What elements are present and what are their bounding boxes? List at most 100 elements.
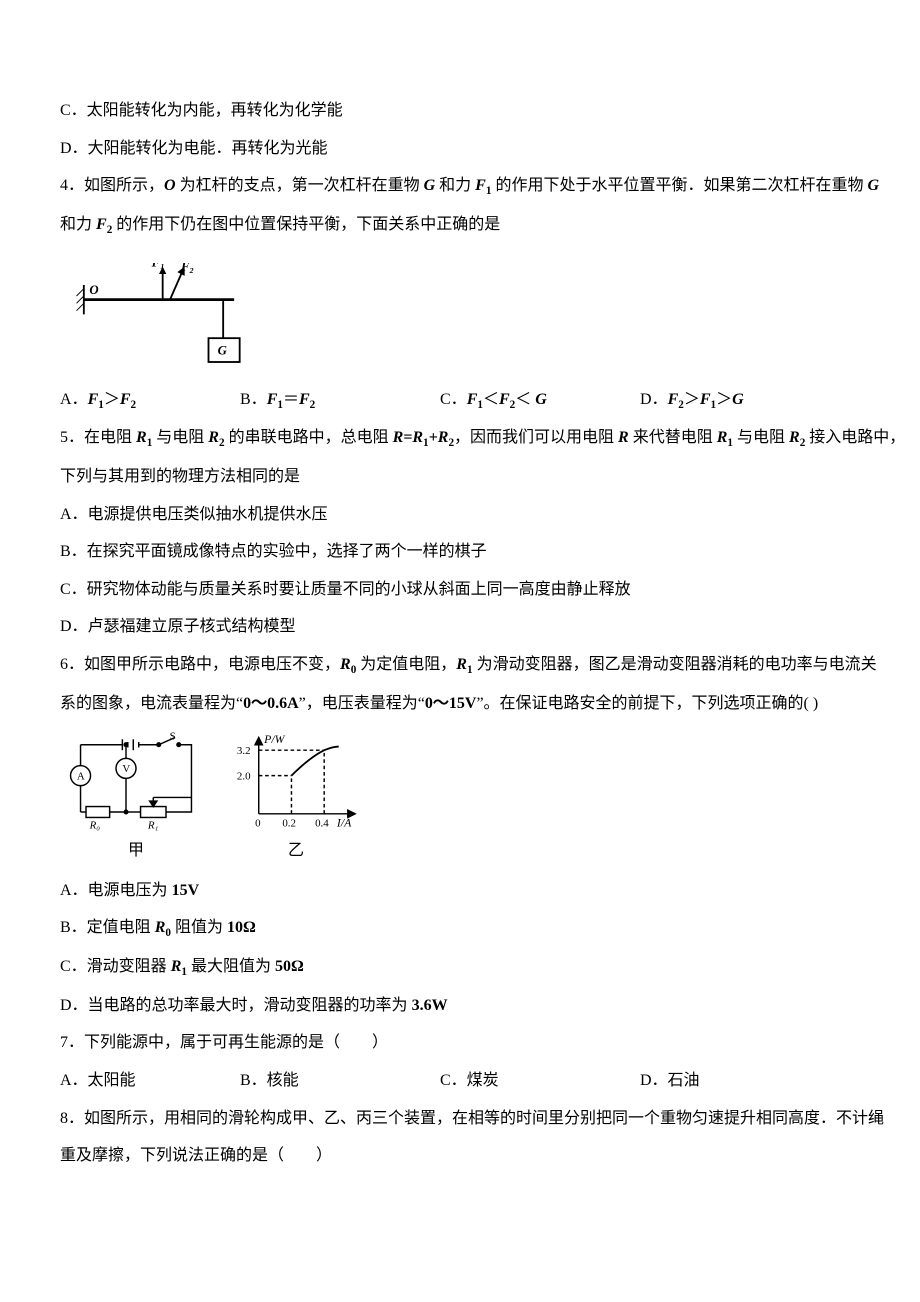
q7-opt-a: A．太阳能 (60, 1064, 240, 1098)
q4a-gt: ＞ (104, 391, 120, 408)
q6-opt-c: C．滑动变阻器 R1 最大阻值为 50Ω (60, 950, 920, 985)
q4-F2: F2 (96, 216, 112, 233)
q4d-f1l: F (700, 391, 711, 408)
q5-opt-a: A．电源提供电压类似抽水机提供水压 (60, 498, 920, 532)
q5-r1l: R (136, 429, 147, 446)
q6b-pre: B．定值电阻 (60, 919, 155, 936)
circuit-A-label: A (77, 771, 85, 783)
q5-m2: 的串联电路中，总电阻 (225, 429, 393, 446)
q6-R0: R0 (340, 656, 356, 673)
q6-stem2: 系的图象，电流表量程为“0～0.6A”，电压表量程为“0～15V”。在保证电路安… (60, 687, 920, 721)
q6-m3: ”，电压表量程为“ (299, 695, 425, 712)
q4a-pre: A． (60, 391, 88, 408)
q6b-rl: R (155, 919, 166, 936)
q5-r2l: R (208, 429, 219, 446)
q4-options: A．F1＞F2 B．F1＝F2 C．F1＜F2＜ G D．F2＞F1＞G (60, 383, 920, 418)
q4-m4: 和力 (60, 216, 96, 233)
q4-O: O (164, 177, 176, 194)
q4-F2-f: F (96, 216, 107, 233)
q4c-lt: ＜ (483, 391, 499, 408)
q4a-f2s: 2 (131, 399, 137, 411)
q6b-val: 10Ω (227, 919, 256, 936)
q5-R: R (618, 429, 629, 446)
q6a-pre: A．电源电压为 (60, 882, 172, 899)
q6-arange: 0～0.6A (243, 695, 299, 712)
q4b-eq: ＝ (283, 391, 299, 408)
lever-svg: O F₁ F₂ G (70, 263, 270, 373)
q6b-mid: 阻值为 (171, 919, 227, 936)
graph-xlabel: I/A (336, 816, 352, 830)
q4-opt-c: C．F1＜F2＜ G (440, 383, 640, 418)
q6c-rl: R (171, 958, 182, 975)
q4-m2: 和力 (435, 177, 475, 194)
q5-m6: 接入电路中， (805, 429, 905, 446)
graph-svg: P/W 3.2 2.0 0 0.2 0.4 I/A (226, 732, 366, 832)
lever-G-label: G (218, 343, 228, 357)
lever-F1-label: F₁ (151, 263, 165, 270)
q5-r2: R2 (208, 429, 224, 446)
q6-s2end: ”。在保证电路安全的前提下，下列选项正确的( ) (476, 695, 818, 712)
q5-r1b: R1 (717, 429, 733, 446)
q4-m3: 的作用下处于水平位置平衡．如果第二次杠杆在重物 (491, 177, 867, 194)
q8-stem2: 重及摩擦，下列说法正确的是（ ） (60, 1139, 920, 1173)
q6-pre: 6．如图甲所示电路中，电源电压不变， (60, 656, 340, 673)
q5-r1bl: R (717, 429, 728, 446)
q4-G: G (424, 177, 436, 194)
q4-m1: 为杠杆的支点，第一次杠杆在重物 (176, 177, 424, 194)
q4-G2: G (867, 177, 879, 194)
q4-figure: O F₁ F₂ G (70, 263, 270, 373)
graph-xtick-02: 0.2 (282, 818, 296, 830)
q6-m1: 为定值电阻， (356, 656, 456, 673)
circuit-V-label: V (122, 763, 130, 775)
q5-opt-b: B．在探究平面镜成像特点的实验中，选择了两个一样的棋子 (60, 535, 920, 569)
q6-r1l: R (456, 656, 467, 673)
q6-graph: P/W 3.2 2.0 0 0.2 0.4 I/A 乙 (226, 732, 366, 868)
graph-xtick-04: 0.4 (315, 818, 329, 830)
q6-opt-d: D．当电路的总功率最大时，滑动变阻器的功率为 3.6W (60, 989, 920, 1023)
q4a-f1l: F (88, 391, 99, 408)
q4-F1: F1 (475, 177, 491, 194)
q6-opt-b: B．定值电阻 R0 阻值为 10Ω (60, 911, 920, 946)
q5-plus: +R (429, 429, 449, 446)
q4c-f2: F2 (499, 391, 515, 408)
q6c-val: 50Ω (275, 958, 304, 975)
q5-opt-d: D．卢瑟福建立原子核式结构模型 (60, 610, 920, 644)
q5-m5: 与电阻 (733, 429, 789, 446)
q5-stem2: 下列与其用到的物理方法相同的是 (60, 460, 920, 494)
q4b-f1l: F (267, 391, 278, 408)
circuit-svg: V A R₀ R₁ S (66, 732, 206, 832)
q4-end: 的作用下仍在图中位置保持平衡，下面关系中正确的是 (112, 216, 500, 233)
circuit-R0-label: R₀ (89, 820, 101, 832)
q5-pre: 5．在电阻 (60, 429, 136, 446)
circuit-S-label: S (170, 732, 176, 742)
q-cont-opt-c: C．太阳能转化为内能，再转化为化学能 (60, 94, 920, 128)
q4b-pre: B． (240, 391, 267, 408)
q4a-f2l: F (120, 391, 131, 408)
q4a-f1: F1 (88, 391, 104, 408)
graph-ylabel: P/W (263, 732, 285, 746)
q5-rtot1: R=R (393, 429, 423, 446)
q7-opt-d: D．石油 (640, 1064, 840, 1098)
q4d-f2: F2 (668, 391, 684, 408)
q6-m2: 为滑动变阻器，图乙是滑动变阻器消耗的电功率与电流关 (473, 656, 877, 673)
q6-r0l: R (340, 656, 351, 673)
q4b-f2s: 2 (310, 399, 316, 411)
q4c-pre: C． (440, 391, 467, 408)
q6c-mid: 最大阻值为 (187, 958, 275, 975)
q6d-pre: D．当电路的总功率最大时，滑动变阻器的功率为 (60, 997, 412, 1014)
q5-r2bl: R (789, 429, 800, 446)
q7-opt-c: C．煤炭 (440, 1064, 640, 1098)
q6b-r: R0 (155, 919, 171, 936)
q4-stem: 4．如图所示，O 为杠杆的支点，第一次杠杆在重物 G 和力 F1 的作用下处于水… (60, 169, 920, 204)
q6-R1: R1 (456, 656, 472, 673)
q4d-f2l: F (668, 391, 679, 408)
q8-stem: 8．如图所示，用相同的滑轮构成甲、乙、丙三个装置，在相等的时间里分别把同一个重物… (60, 1102, 920, 1136)
q-cont-opt-d: D．大阳能转化为电能．再转化为光能 (60, 132, 920, 166)
q4d-g: G (732, 391, 744, 408)
q4b-f2: F2 (299, 391, 315, 408)
q6c-pre: C．滑动变阻器 (60, 958, 171, 975)
q4d-f1: F1 (700, 391, 716, 408)
q4d-gt: ＞ (684, 391, 700, 408)
lever-F2-label: F₂ (180, 263, 194, 273)
q5-r2b: R2 (789, 429, 805, 446)
